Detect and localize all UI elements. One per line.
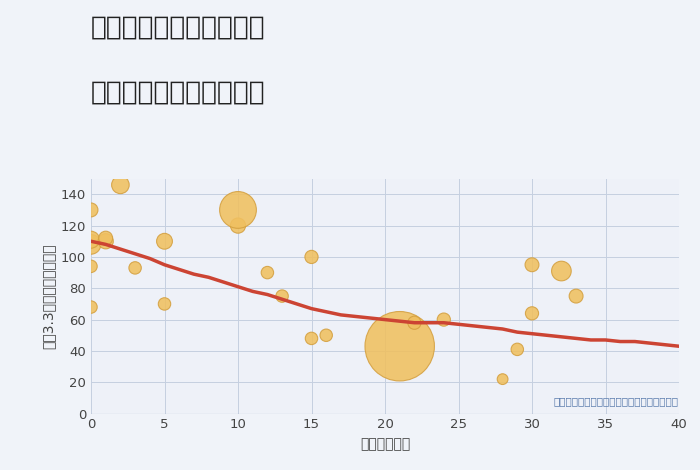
X-axis label: 築年数（年）: 築年数（年） bbox=[360, 437, 410, 451]
Point bbox=[85, 303, 97, 311]
Point bbox=[232, 222, 244, 229]
Point bbox=[497, 376, 508, 383]
Point bbox=[85, 241, 97, 248]
Point bbox=[409, 319, 420, 327]
Point bbox=[85, 236, 97, 243]
Point bbox=[321, 331, 332, 339]
Point bbox=[556, 267, 567, 275]
Point bbox=[159, 237, 170, 245]
Y-axis label: 坪（3.3㎡）単価（万円）: 坪（3.3㎡）単価（万円） bbox=[41, 243, 55, 349]
Text: 円の大きさは、取引のあった物件面積を示す: 円の大きさは、取引のあった物件面積を示す bbox=[554, 397, 679, 407]
Point bbox=[570, 292, 582, 300]
Point bbox=[85, 206, 97, 214]
Point bbox=[306, 253, 317, 261]
Point bbox=[85, 263, 97, 270]
Point bbox=[526, 310, 538, 317]
Point bbox=[276, 292, 288, 300]
Point bbox=[526, 261, 538, 268]
Point bbox=[438, 316, 449, 323]
Point bbox=[512, 345, 523, 353]
Text: 奈良県奈良市福智院町の: 奈良県奈良市福智院町の bbox=[91, 14, 265, 40]
Point bbox=[115, 181, 126, 188]
Point bbox=[262, 269, 273, 276]
Point bbox=[130, 264, 141, 272]
Point bbox=[100, 235, 111, 242]
Text: 築年数別中古戸建て価格: 築年数別中古戸建て価格 bbox=[91, 80, 265, 106]
Point bbox=[232, 206, 244, 214]
Point bbox=[306, 335, 317, 342]
Point bbox=[394, 343, 405, 350]
Point bbox=[159, 300, 170, 308]
Point bbox=[100, 237, 111, 245]
